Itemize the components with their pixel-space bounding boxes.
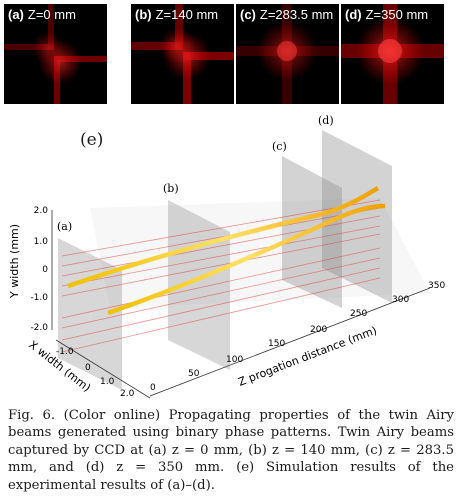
panel-z-label: Z=0 mm (27, 7, 76, 22)
x-tick: 2.0 (120, 389, 135, 399)
z-tick: 150 (268, 339, 285, 349)
y-tick: -2.0 (30, 323, 48, 333)
plane-label-b: (b) (163, 182, 179, 195)
ccd-panel-d: (d) Z=350 mm (341, 4, 444, 104)
airy-pattern-d (341, 4, 444, 104)
z-axis-line (149, 287, 431, 397)
panel-letter: (b) (135, 7, 152, 22)
x-axis-line (55, 339, 151, 399)
panel-letter: (d) (345, 7, 362, 22)
y-tick: 2.0 (34, 206, 49, 216)
x-tick: 0 (85, 363, 91, 373)
panel-z-label: Z=140 mm (155, 7, 219, 22)
plane-a (58, 238, 122, 390)
figure-caption: Fig. 6. (Color online) Propagating prope… (8, 408, 454, 493)
plane-label-c: (c) (272, 140, 287, 153)
z-tick: 50 (188, 369, 200, 379)
panel-z-label: Z=283.5 mm (259, 7, 334, 22)
simulation-3d-plot: (a) (b) (c) (d) 2.0 1.0 0 -1.0 -2.0 Y wi… (8, 114, 445, 399)
y-tick: 1.0 (34, 237, 49, 247)
x-tick: 1.0 (100, 377, 115, 387)
panel-e-label: (e) (80, 130, 104, 150)
z-tick: 100 (226, 355, 243, 365)
z-tick: 350 (428, 281, 445, 291)
airy-fringes (61, 199, 381, 353)
ccd-panel-a: (a) Z=0 mm (4, 4, 107, 104)
z-tick: 250 (350, 309, 367, 319)
z-axis-label: Z progation distance (mm) (236, 324, 378, 389)
airy-pattern-c (236, 4, 339, 104)
panel-letter: (a) (8, 7, 24, 22)
panel-letter: (c) (240, 7, 256, 22)
beam-lower (107, 203, 386, 316)
y-tick: 0 (42, 265, 48, 275)
panel-z-label: Z=350 mm (365, 7, 429, 22)
ccd-panel-b: (b) Z=140 mm (131, 4, 234, 104)
y-tick: -1.0 (30, 293, 48, 303)
z-tick: 300 (392, 295, 409, 305)
x-tick: -1.0 (56, 347, 74, 357)
y-axis-label: Y width (mm) (8, 224, 21, 299)
airy-pattern-b (131, 4, 234, 104)
beam-upper (67, 186, 380, 289)
plane-label-d: (d) (318, 114, 334, 127)
z-tick: 0 (150, 383, 156, 393)
ccd-panel-c: (c) Z=283.5 mm (236, 4, 339, 104)
plane-d (322, 130, 392, 303)
plane-label-a: (a) (57, 220, 72, 233)
z-tick: 200 (310, 325, 327, 335)
airy-pattern-a (4, 4, 107, 104)
